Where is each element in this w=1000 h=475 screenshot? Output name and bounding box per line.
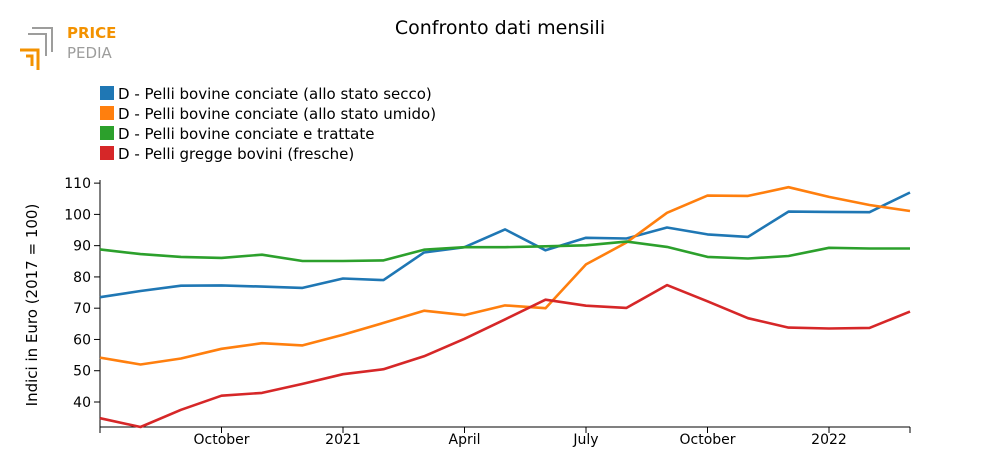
logo-mark-icon bbox=[20, 27, 53, 70]
y-axis: 40 50 60 70 80 90 100 110 bbox=[64, 176, 101, 427]
x-tick-label: October bbox=[193, 432, 249, 448]
legend-swatch bbox=[100, 86, 114, 100]
y-tick-label: 50 bbox=[73, 364, 91, 380]
pricepedia-logo: PRICE PEDIA bbox=[18, 22, 128, 74]
x-tick-label: 2022 bbox=[811, 432, 847, 448]
y-axis-label: Indici in Euro (2017 = 100) bbox=[23, 204, 41, 407]
legend-swatch bbox=[100, 146, 114, 160]
legend-label: D - Pelli bovine conciate (allo stato se… bbox=[118, 85, 432, 103]
legend-swatch bbox=[100, 126, 114, 140]
y-tick-label: 80 bbox=[73, 270, 91, 286]
chart-title: Confronto dati mensili bbox=[395, 17, 605, 39]
chart-legend: D - Pelli bovine conciate (allo stato se… bbox=[100, 85, 436, 163]
x-axis: October 2021 April July October 2022 bbox=[99, 426, 911, 448]
x-tick-label: 2021 bbox=[325, 432, 361, 448]
y-tick-label: 40 bbox=[73, 395, 91, 411]
logo-text-pedia: PEDIA bbox=[67, 44, 112, 62]
series-line-3 bbox=[99, 240, 910, 263]
logo-text-price: PRICE bbox=[67, 24, 116, 42]
legend-label: D - Pelli bovine conciate (allo stato um… bbox=[118, 105, 436, 123]
legend-swatch bbox=[100, 106, 114, 120]
series-lines bbox=[99, 185, 911, 429]
series-line-4 bbox=[99, 283, 911, 429]
x-tick-label: April bbox=[449, 432, 481, 448]
y-tick-label: 70 bbox=[73, 301, 91, 317]
y-tick-label: 90 bbox=[73, 239, 91, 255]
series-line-1 bbox=[99, 191, 911, 299]
y-tick-label: 60 bbox=[73, 332, 91, 348]
x-tick-label: July bbox=[572, 432, 598, 448]
x-tick-label: October bbox=[679, 432, 735, 448]
series-line-2 bbox=[99, 185, 911, 366]
legend-label: D - Pelli gregge bovini (fresche) bbox=[118, 145, 354, 163]
y-tick-label: 100 bbox=[64, 207, 91, 223]
y-tick-label: 110 bbox=[64, 176, 91, 192]
legend-label: D - Pelli bovine conciate e trattate bbox=[118, 125, 374, 143]
